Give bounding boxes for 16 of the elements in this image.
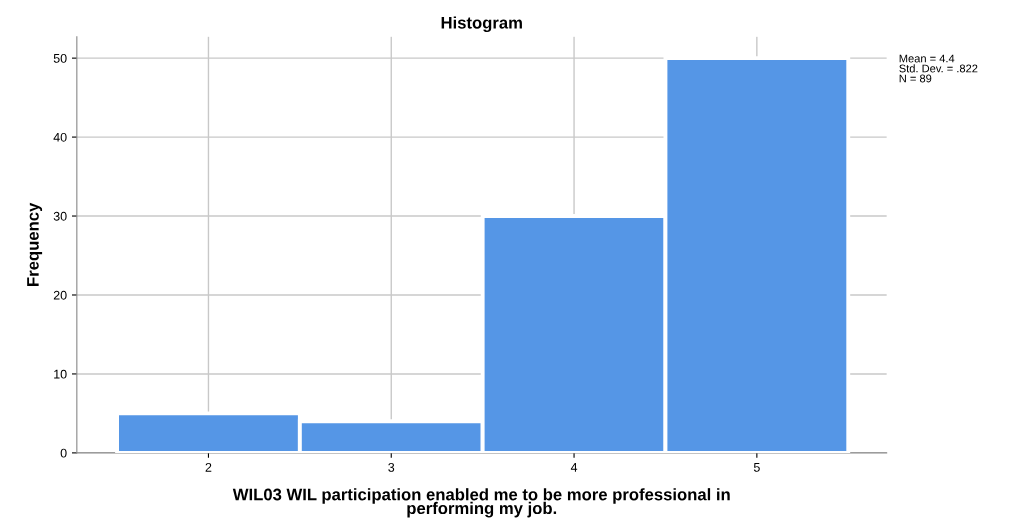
x-axis-title: WIL03 WIL participation enabled me to be more professional in performing my job.: [232, 488, 730, 518]
y-tick-label: 10: [54, 369, 67, 379]
y-tick-label: 40: [53, 132, 67, 142]
text: Std. Dev. = .822: [899, 64, 978, 73]
x-tick-label: 5: [753, 463, 760, 472]
x-tick-label: 2: [205, 462, 212, 472]
y-tick-label: 0: [60, 448, 67, 458]
x-tick-label: 4: [570, 463, 578, 472]
y-axis-title: Frequency: [27, 202, 43, 286]
text: Mean = 4.4: [899, 54, 955, 63]
chart-title: Histogram: [441, 16, 522, 33]
x-tick-label: 3: [388, 462, 395, 472]
y-tick-label: 30: [53, 211, 67, 221]
y-tick-label: 50: [53, 53, 67, 63]
text: N = 89: [899, 74, 932, 83]
y-tick-label: 20: [53, 290, 67, 300]
